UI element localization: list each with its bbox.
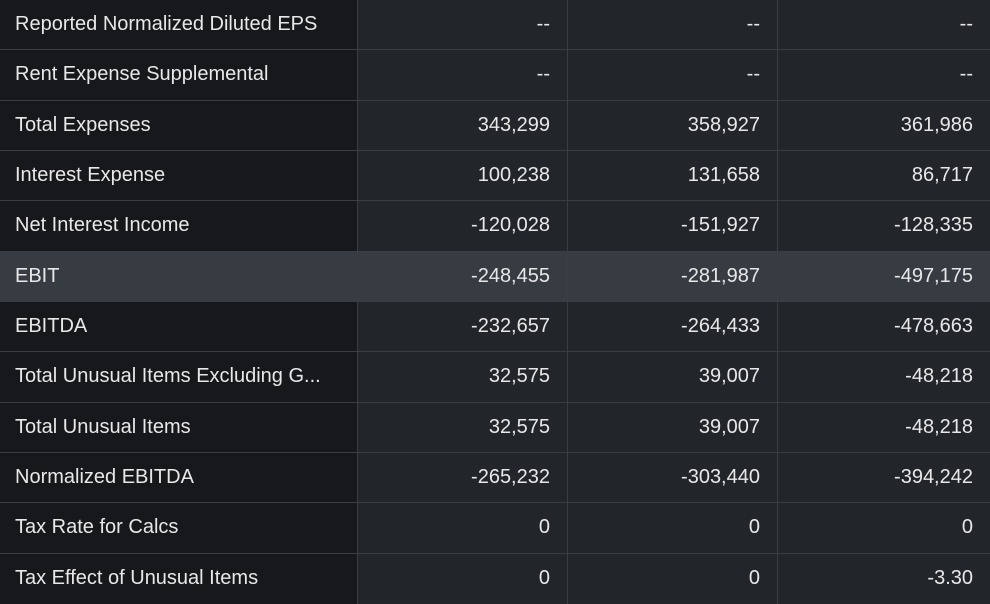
value-cell: -264,433 — [568, 301, 778, 352]
value-cell: -- — [778, 0, 990, 50]
value-cell: 100,238 — [358, 150, 568, 201]
row-label: Tax Rate for Calcs — [0, 503, 358, 553]
value-cell: 86,717 — [778, 150, 990, 201]
value-cell: -- — [358, 50, 568, 100]
value-cell: -120,028 — [358, 201, 568, 251]
table-row[interactable]: EBITDA -232,657 -264,433 -478,663 — [0, 301, 990, 353]
row-label: Tax Effect of Unusual Items — [0, 553, 358, 604]
value-cell: -151,927 — [568, 201, 778, 251]
value-cell: -497,175 — [778, 251, 990, 301]
table-row[interactable]: Reported Normalized Diluted EPS -- -- -- — [0, 0, 990, 51]
value-cell: -281,987 — [568, 251, 778, 301]
row-label: Normalized EBITDA — [0, 452, 358, 503]
value-cell: 0 — [568, 553, 778, 604]
value-cell: 32,575 — [358, 402, 568, 452]
row-label: EBIT — [0, 251, 358, 301]
value-cell: -- — [358, 0, 568, 50]
value-cell: -232,657 — [358, 301, 568, 352]
row-label: EBITDA — [0, 301, 358, 352]
row-label: Total Unusual Items Excluding G... — [0, 352, 358, 402]
table-row[interactable]: Net Interest Income -120,028 -151,927 -128,… — [0, 201, 990, 252]
value-cell: -48,218 — [778, 402, 990, 452]
table-row[interactable]: Total Expenses 343,299 358,927 361,986 — [0, 100, 990, 151]
table-row[interactable]: Tax Rate for Calcs 0 0 0 — [0, 503, 990, 554]
value-cell: 131,658 — [568, 150, 778, 201]
value-cell: -- — [568, 0, 778, 50]
value-cell: -3.30 — [778, 553, 990, 604]
value-cell: 343,299 — [358, 100, 568, 150]
value-cell: -48,218 — [778, 352, 990, 402]
table-row[interactable]: EBIT -248,455 -281,987 -497,175 — [0, 251, 990, 302]
table-row[interactable]: Normalized EBITDA -265,232 -303,440 -394,24… — [0, 452, 990, 504]
row-label: Rent Expense Supplemental — [0, 50, 358, 100]
value-cell: -- — [778, 50, 990, 100]
value-cell: -265,232 — [358, 452, 568, 503]
value-cell: -- — [568, 50, 778, 100]
value-cell: -478,663 — [778, 301, 990, 352]
row-label: Net Interest Income — [0, 201, 358, 251]
value-cell: -128,335 — [778, 201, 990, 251]
value-cell: -394,242 — [778, 452, 990, 503]
table-row[interactable]: Total Unusual Items 32,575 39,007 -48,218 — [0, 402, 990, 453]
value-cell: 39,007 — [568, 352, 778, 402]
value-cell: 0 — [358, 553, 568, 604]
value-cell: -303,440 — [568, 452, 778, 503]
row-label: Interest Expense — [0, 150, 358, 201]
value-cell: 39,007 — [568, 402, 778, 452]
value-cell: -248,455 — [358, 251, 568, 301]
row-label: Total Unusual Items — [0, 402, 358, 452]
value-cell: 0 — [778, 503, 990, 553]
row-label: Reported Normalized Diluted EPS — [0, 0, 358, 50]
table-row[interactable]: Rent Expense Supplemental -- -- -- — [0, 50, 990, 101]
value-cell: 358,927 — [568, 100, 778, 150]
value-cell: 0 — [568, 503, 778, 553]
table-row[interactable]: Tax Effect of Unusual Items 0 0 -3.30 — [0, 553, 990, 604]
table-row[interactable]: Interest Expense 100,238 131,658 86,717 — [0, 150, 990, 202]
value-cell: 361,986 — [778, 100, 990, 150]
row-label: Total Expenses — [0, 100, 358, 150]
table-row[interactable]: Total Unusual Items Excluding G... 32,575… — [0, 352, 990, 403]
value-cell: 0 — [358, 503, 568, 553]
value-cell: 32,575 — [358, 352, 568, 402]
